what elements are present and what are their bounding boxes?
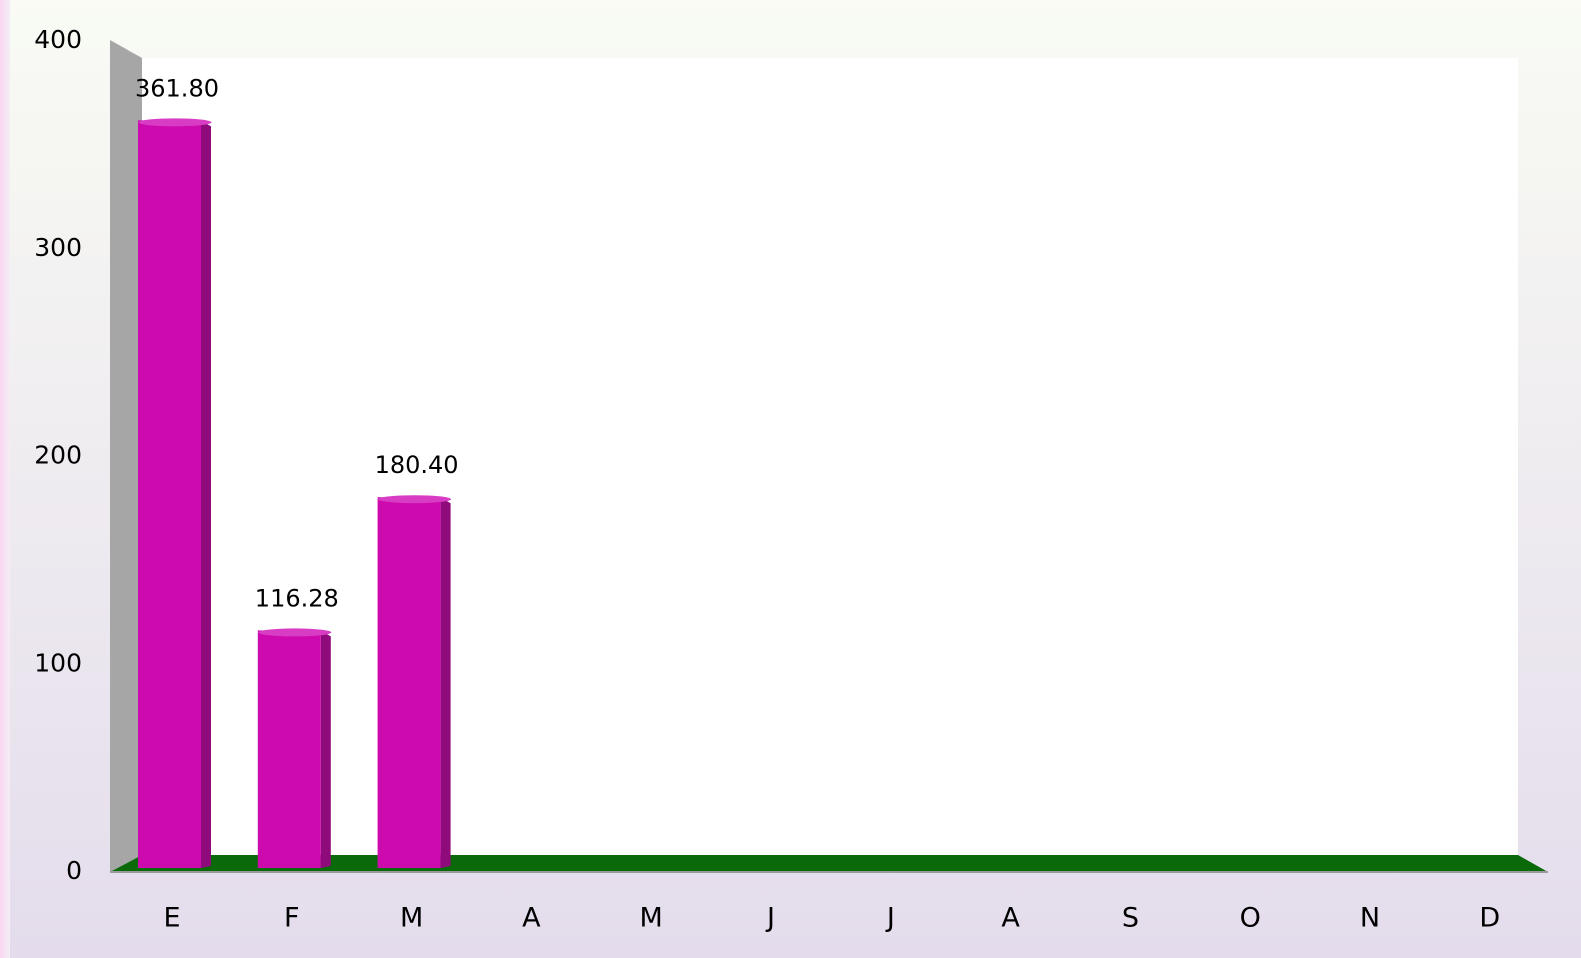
x-tick-label: D — [1479, 903, 1500, 934]
y-tick-label: 100 — [34, 648, 82, 677]
x-tick-label: S — [1122, 903, 1139, 934]
x-tick-label: J — [765, 903, 775, 934]
bar — [377, 495, 452, 868]
x-tick-label: A — [522, 903, 541, 934]
y-tick-label: 300 — [34, 233, 82, 262]
plot: 0 100 200 300 400 E 361.80 F 116.28 M 180.40 A M J J A S… — [34, 25, 1548, 934]
bar-side — [440, 497, 451, 868]
bar — [257, 628, 332, 868]
y-tick-label: 400 — [34, 25, 82, 54]
floor — [110, 855, 1548, 872]
bar-top — [138, 118, 212, 127]
side-wall — [110, 40, 142, 872]
x-tick-label: F — [284, 903, 300, 934]
x-tick-label: M — [400, 903, 423, 934]
bar-top — [378, 495, 452, 504]
bar-top — [258, 628, 332, 637]
x-tick-label: J — [885, 903, 895, 934]
bar-side — [320, 630, 331, 868]
bar-side — [201, 120, 211, 869]
data-label: 116.28 — [255, 584, 339, 612]
bar-front — [257, 630, 321, 868]
x-tick-label: M — [640, 903, 663, 934]
data-label: 180.40 — [375, 451, 459, 479]
left-edge — [0, 0, 10, 958]
data-label: 361.80 — [135, 74, 219, 102]
x-tick-label: O — [1240, 903, 1261, 934]
y-tick-label: 0 — [66, 856, 82, 885]
x-tick-label: N — [1360, 903, 1380, 934]
bar-front — [138, 120, 201, 869]
bar-front — [377, 497, 441, 868]
x-tick-label: E — [163, 903, 180, 934]
back-wall — [142, 58, 1518, 855]
x-tick-label: A — [1001, 903, 1020, 934]
bar — [138, 118, 212, 869]
y-tick-label: 200 — [34, 441, 82, 470]
